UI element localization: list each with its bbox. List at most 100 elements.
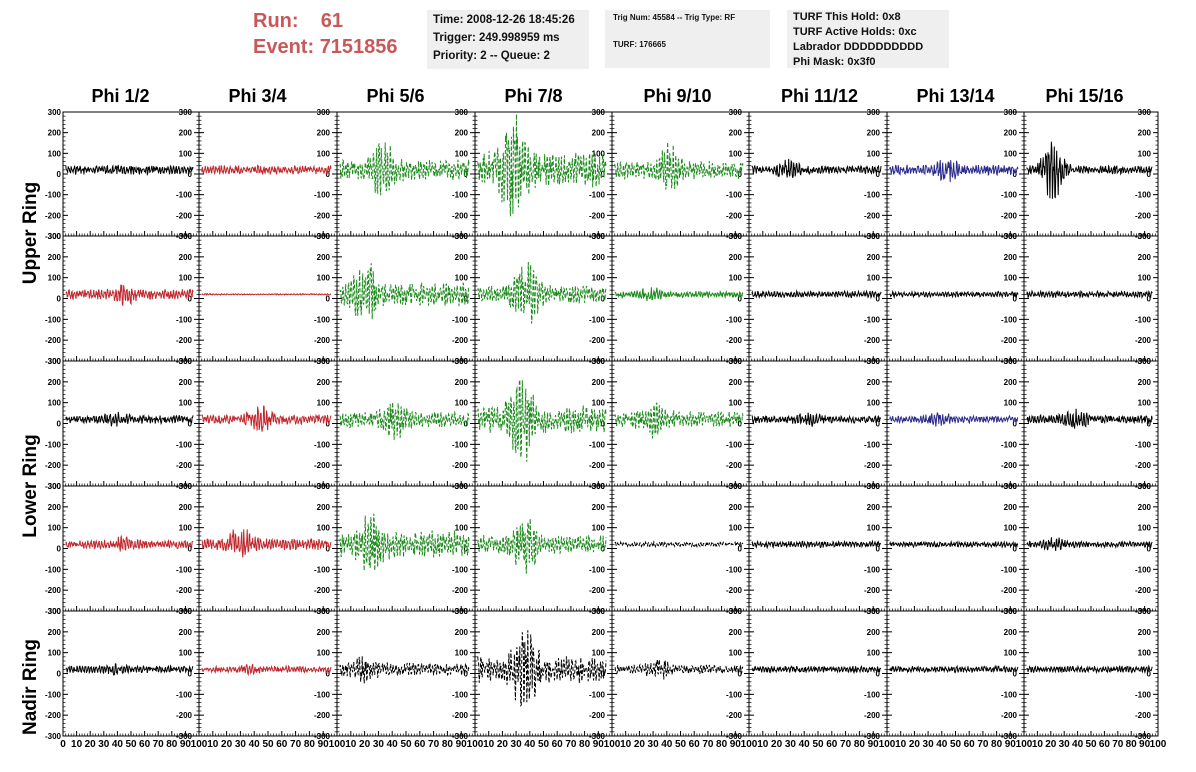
y-tick-label: -200 xyxy=(1135,586,1152,595)
y-tick-label: 200 xyxy=(729,503,743,512)
x-tick-label: 30 xyxy=(98,739,110,750)
trigger-line: Trigger: 249.998959 ms xyxy=(433,32,560,44)
y-tick-label: 300 xyxy=(1138,482,1152,491)
x-tick-label: 60 xyxy=(276,739,288,750)
y-tick-label: 0 xyxy=(464,295,469,304)
y-tick-label: 0 xyxy=(1013,295,1018,304)
y-tick-label: 200 xyxy=(1138,253,1152,262)
column-title-phi-1-2: Phi 1/2 xyxy=(91,86,150,106)
y-tick-label: 100 xyxy=(455,399,469,408)
y-tick-label: 100 xyxy=(1138,149,1152,158)
y-tick-label: 300 xyxy=(867,357,881,366)
x-tick-label: 40 xyxy=(249,739,261,750)
y-tick-label: 300 xyxy=(48,108,62,117)
phi-mask-line: Phi Mask: 0x3f0 xyxy=(793,56,876,68)
y-tick-label: -200 xyxy=(589,211,606,220)
waveform-series xyxy=(201,405,332,432)
y-tick-label: 0 xyxy=(601,170,606,179)
y-tick-label: 300 xyxy=(1138,357,1152,366)
y-tick-label: -200 xyxy=(1001,336,1018,345)
column-title-phi-7-8: Phi 7/8 xyxy=(504,86,563,106)
y-tick-label: 200 xyxy=(867,253,881,262)
waveform-series xyxy=(889,159,1019,183)
y-tick-label: 200 xyxy=(1004,129,1018,138)
y-tick-label: 0 xyxy=(1013,170,1018,179)
y-tick-label: -200 xyxy=(1135,211,1152,220)
y-tick-label: 200 xyxy=(455,129,469,138)
x-tick-label: 20 xyxy=(85,739,97,750)
y-tick-label: -100 xyxy=(1135,191,1152,200)
y-tick-label: 200 xyxy=(48,503,62,512)
y-tick-label: 100 xyxy=(317,649,331,658)
y-tick-label: -200 xyxy=(45,711,62,720)
y-tick-label: -100 xyxy=(864,440,881,449)
y-tick-label: -100 xyxy=(45,690,62,699)
y-tick-label: 0 xyxy=(188,295,193,304)
y-tick-label: 100 xyxy=(179,649,193,658)
x-tick-label: 10 xyxy=(483,739,495,750)
y-tick-label: -100 xyxy=(314,690,331,699)
event-label: Event: xyxy=(253,36,315,58)
x-tick-label: 80 xyxy=(166,739,178,750)
x-tick-label: 20 xyxy=(359,739,371,750)
y-tick-label: 0 xyxy=(326,420,331,429)
y-tick-label: -100 xyxy=(314,565,331,574)
y-tick-label: 300 xyxy=(317,607,331,616)
y-tick-label: 300 xyxy=(592,357,606,366)
y-tick-label: 200 xyxy=(1004,253,1018,262)
x-tick-label: 90 xyxy=(180,739,192,750)
x-tick-label: 40 xyxy=(387,739,399,750)
y-tick-label: -200 xyxy=(314,461,331,470)
y-tick-label: 0 xyxy=(1013,420,1018,429)
x-tick-label: 60 xyxy=(139,739,151,750)
y-tick-label: 100 xyxy=(455,274,469,283)
y-tick-label: 300 xyxy=(729,482,743,491)
column-title-phi-3-4: Phi 3/4 xyxy=(228,86,287,106)
y-tick-label: 300 xyxy=(867,482,881,491)
y-tick-label: -200 xyxy=(452,336,469,345)
y-tick-label: 200 xyxy=(1004,503,1018,512)
x-tick-label: 60 xyxy=(414,739,426,750)
y-tick-label: -100 xyxy=(864,191,881,200)
waveform-series xyxy=(65,411,194,427)
y-tick-label: 100 xyxy=(1004,524,1018,533)
x-tick-label: 10 xyxy=(207,739,219,750)
y-tick-label: 100 xyxy=(867,149,881,158)
x-tick-label: 70 xyxy=(428,739,440,750)
x-tick-label: 30 xyxy=(511,739,523,750)
trig-num-line: Trig Num: 45584 -- Trig Type: RF xyxy=(613,13,736,22)
waveform-series xyxy=(339,142,470,196)
y-tick-label: 300 xyxy=(179,108,193,117)
event-value: 7151856 xyxy=(319,36,398,58)
y-tick-label: 100 xyxy=(1004,149,1018,158)
x-tick-label: 10 xyxy=(71,739,83,750)
y-tick-label: -200 xyxy=(864,211,881,220)
waveform-series xyxy=(751,539,882,550)
y-tick-label: -300 xyxy=(314,732,331,741)
y-tick-label: 200 xyxy=(455,378,469,387)
x-tick-label: 60 xyxy=(552,739,564,750)
y-tick-label: 100 xyxy=(179,149,193,158)
y-tick-label: -200 xyxy=(176,711,193,720)
y-tick-label: 300 xyxy=(455,357,469,366)
y-tick-label: 0 xyxy=(188,420,193,429)
y-tick-label: 200 xyxy=(317,503,331,512)
waveform-series xyxy=(614,402,744,439)
x-tick-label: 50 xyxy=(125,739,137,750)
y-tick-label: 200 xyxy=(179,129,193,138)
waveform-series xyxy=(751,158,882,179)
y-tick-label: 100 xyxy=(867,524,881,533)
y-tick-label: 200 xyxy=(48,129,62,138)
y-tick-label: 200 xyxy=(729,253,743,262)
y-tick-label: 300 xyxy=(1004,482,1018,491)
waveform-series xyxy=(65,535,194,552)
y-tick-label: 300 xyxy=(592,232,606,241)
waveform-series xyxy=(201,663,332,677)
y-tick-label: 200 xyxy=(867,129,881,138)
run-event-label: Run: 61 Event: 7151856 xyxy=(253,8,398,60)
y-tick-label: -100 xyxy=(1001,440,1018,449)
y-tick-label: 200 xyxy=(1138,129,1152,138)
y-tick-label: -200 xyxy=(864,336,881,345)
y-tick-label: 100 xyxy=(592,524,606,533)
y-tick-label: -200 xyxy=(45,211,62,220)
